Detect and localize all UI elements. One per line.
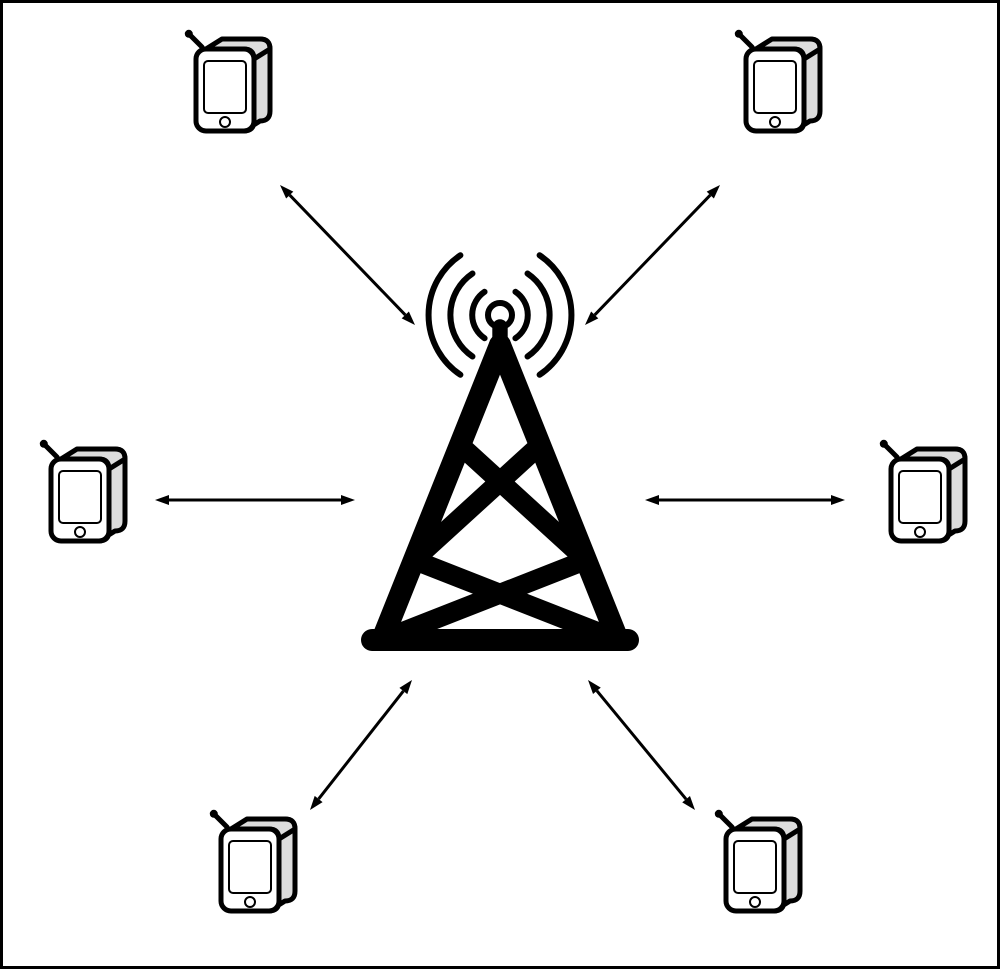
mobile-device-bottom-left [210,810,295,911]
network-diagram [0,0,1000,969]
mobile-device-bottom-right [715,810,800,911]
diagram-svg [0,0,1000,969]
mobile-device-mid-left [40,440,125,541]
mobile-device-mid-right [880,440,965,541]
mobile-device-top-left [185,30,270,131]
mobile-device-top-right [735,30,820,131]
